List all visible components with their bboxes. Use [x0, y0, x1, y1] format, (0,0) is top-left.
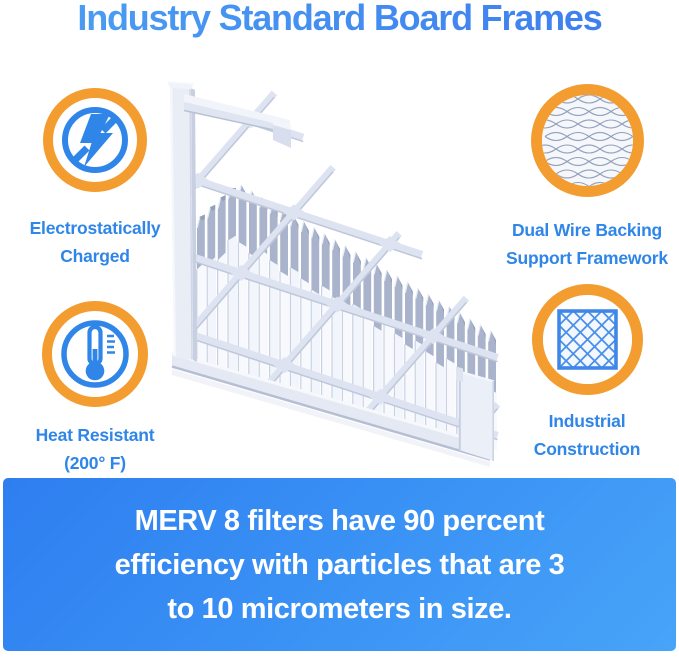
page-title: Industry Standard Board Frames	[0, 0, 679, 40]
orange-ring	[531, 284, 643, 395]
feature-label: Heat Resistant (200° F)	[6, 421, 184, 477]
feature-label-line2: Construction	[533, 439, 641, 459]
orange-ring	[42, 301, 148, 407]
feature-label: Industrial Construction	[502, 407, 672, 463]
feature-electrostatically-charged: Electrostatically Charged	[6, 88, 184, 270]
feature-label-line1: Industrial	[548, 411, 626, 431]
lattice-grid-icon	[542, 295, 632, 384]
feature-label-line1: Dual Wire Backing	[511, 220, 663, 240]
banner-line3: to 10 micrometers in size.	[167, 592, 512, 625]
lightning-bolt-icon	[53, 98, 137, 182]
feature-label-line2: Support Framework	[506, 248, 668, 268]
orange-ring	[530, 84, 644, 197]
merv-description-banner: MERV 8 filters have 90 percent efficienc…	[3, 478, 676, 651]
orange-ring	[43, 88, 147, 192]
feature-heat-resistant: Heat Resistant (200° F)	[6, 301, 184, 477]
wire-mesh-icon	[541, 95, 633, 186]
feature-industrial-construction: Industrial Construction	[502, 284, 672, 463]
feature-label-line2: Charged	[60, 246, 130, 266]
feature-label: Electrostatically Charged	[6, 214, 184, 270]
feature-label-line1: Electrostatically	[29, 218, 161, 238]
feature-label-line1: Heat Resistant	[35, 425, 155, 445]
feature-label-line2: (200° F)	[64, 453, 126, 473]
air-filter-cutaway-image	[166, 80, 501, 467]
feature-label: Dual Wire Backing Support Framework	[500, 216, 674, 272]
feature-dual-wire-backing: Dual Wire Backing Support Framework	[500, 84, 674, 272]
thermometer-icon	[52, 311, 138, 397]
banner-line2: efficiency with particles that are 3	[114, 548, 565, 581]
banner-line1: MERV 8 filters have 90 percent	[134, 504, 545, 537]
